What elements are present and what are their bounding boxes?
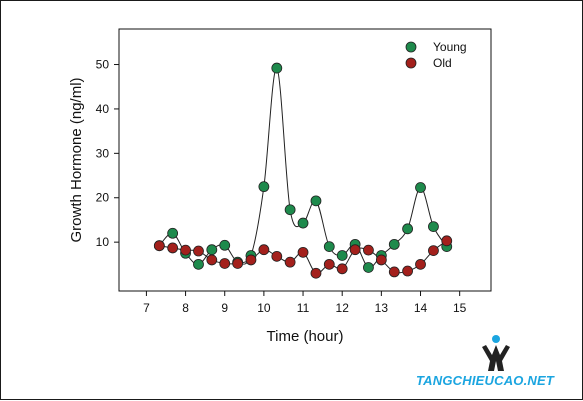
- watermark-text: TANGCHIEUCAO.NET: [416, 373, 555, 388]
- y-tick-label: 40: [96, 102, 110, 116]
- data-point-old: [428, 245, 439, 256]
- data-point-young: [297, 217, 309, 229]
- x-tick-label: 10: [257, 301, 271, 315]
- data-point-old: [336, 263, 348, 275]
- data-point-young: [167, 227, 179, 239]
- y-tick-label: 30: [96, 146, 110, 160]
- x-axis: 7 8 9 10 11 12 13 14 15: [143, 291, 467, 315]
- series-layer: [153, 62, 453, 279]
- x-axis-title: Time (hour): [267, 328, 344, 345]
- data-point-old: [441, 235, 453, 247]
- watermark: TANGCHIEUCAO.NET: [416, 333, 576, 397]
- data-point-young: [415, 182, 426, 193]
- data-point-young: [336, 250, 348, 261]
- series-line-young: [158, 67, 448, 269]
- people-logo-icon: [482, 335, 510, 371]
- x-tick-label: 12: [336, 301, 350, 315]
- data-point-young: [363, 262, 374, 273]
- data-point-old: [167, 242, 179, 254]
- x-tick-label: 14: [414, 301, 428, 315]
- legend-marker-young: [405, 41, 417, 53]
- data-point-old: [310, 267, 322, 279]
- data-point-young: [284, 204, 296, 216]
- data-point-old: [180, 244, 191, 256]
- data-point-old: [284, 256, 296, 268]
- legend-label-old: Old: [433, 56, 452, 70]
- data-point-young: [219, 239, 231, 251]
- data-point-young: [193, 258, 204, 270]
- data-point-young: [310, 195, 322, 207]
- x-tick-label: 8: [182, 301, 189, 315]
- y-tick-label: 10: [96, 235, 110, 249]
- data-point-young: [428, 221, 439, 233]
- x-tick-label: 15: [453, 301, 467, 315]
- data-point-young: [323, 241, 335, 252]
- data-point-old: [402, 265, 413, 277]
- legend-label-young: Young: [433, 40, 467, 54]
- data-point-old: [193, 245, 204, 257]
- x-tick-label: 11: [297, 301, 310, 315]
- data-point-old: [415, 258, 426, 270]
- x-tick-label: 13: [375, 301, 389, 315]
- data-point-old: [388, 266, 400, 278]
- data-point-old: [258, 244, 270, 256]
- y-axis: 10 20 30 40 50: [96, 58, 119, 249]
- y-tick-label: 50: [96, 58, 110, 72]
- data-point-old: [297, 246, 309, 258]
- data-point-old: [245, 254, 257, 266]
- data-point-old: [323, 258, 335, 270]
- y-tick-label: 20: [96, 191, 110, 205]
- plot-area-border: [118, 28, 492, 292]
- data-point-young: [388, 238, 400, 250]
- data-point-young: [402, 223, 413, 235]
- data-point-young: [271, 62, 283, 74]
- legend-marker-old: [405, 57, 417, 69]
- data-point-old: [219, 258, 231, 269]
- x-tick-label: 9: [221, 301, 228, 315]
- y-axis-title: Growth Hormone (ng/ml): [68, 77, 85, 242]
- data-point-young: [258, 181, 270, 193]
- data-point-old: [271, 250, 283, 262]
- legend: Young Old: [405, 40, 467, 70]
- data-point-old: [232, 258, 244, 269]
- data-point-old: [153, 240, 165, 252]
- data-point-old: [363, 244, 374, 256]
- x-tick-label: 7: [143, 301, 150, 315]
- data-point-old: [206, 254, 218, 266]
- data-point-old: [349, 244, 361, 256]
- data-point-old: [375, 254, 387, 266]
- data-point-young: [206, 244, 218, 256]
